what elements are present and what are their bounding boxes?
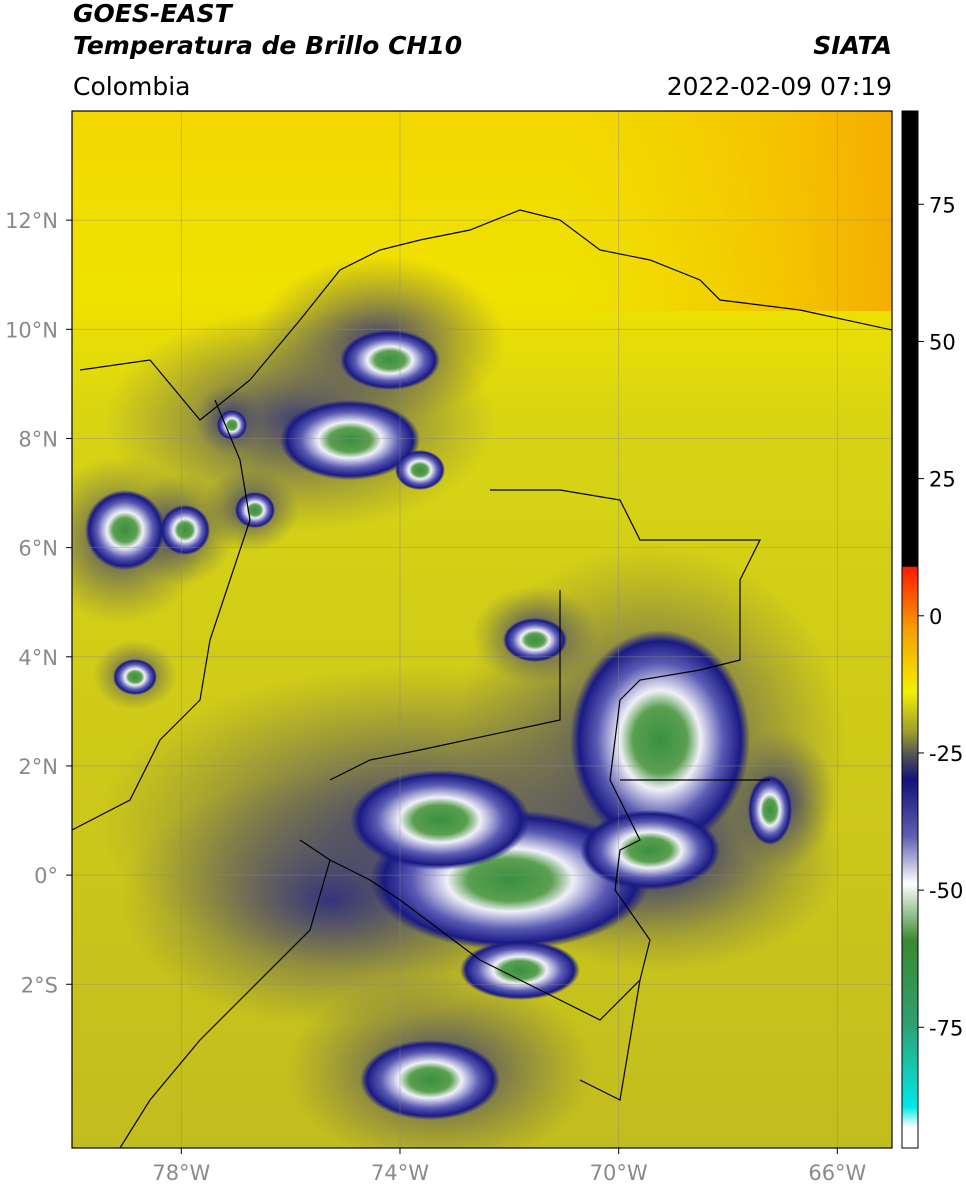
y-tick-label: 10°N: [5, 318, 58, 342]
x-tick-label: 74°W: [371, 1161, 429, 1185]
colorbar-tick-label: -25: [929, 742, 963, 766]
cloud-core: [395, 450, 445, 490]
x-tick-label: 66°W: [808, 1161, 866, 1185]
border-internal: [329, 590, 770, 1101]
border-colombia: [299, 489, 761, 1021]
y-tick-label: 2°S: [21, 973, 58, 997]
title: GOES-EAST: [73, 0, 234, 28]
timestamp: 2022-02-09 07:19: [667, 72, 892, 101]
source: SIATA: [813, 31, 892, 60]
coastline: [71, 399, 251, 831]
cloud-core: [340, 330, 440, 390]
coastline: [79, 209, 893, 421]
map-frame: [71, 110, 893, 1149]
cloud-core: [217, 410, 247, 440]
subtitle: Temperatura de Brillo CH10: [73, 31, 462, 60]
y-tick-label: 0°: [34, 864, 58, 888]
colorbar-tick-label: -75: [929, 1016, 963, 1040]
cloud-core: [580, 810, 720, 890]
cloud-core: [570, 630, 750, 850]
region: Colombia: [73, 72, 190, 101]
x-tick-label: 78°W: [152, 1161, 210, 1185]
colorbar-tick-label: 50: [929, 330, 956, 354]
cloud-core: [85, 490, 165, 570]
y-tick-label: 2°N: [18, 755, 58, 779]
colorbar-tick-label: 25: [929, 468, 956, 492]
cloud-core: [113, 659, 157, 695]
cloud-core: [748, 775, 792, 845]
y-tick-label: 8°N: [18, 427, 58, 451]
y-tick-label: 6°N: [18, 537, 58, 561]
colorbar-tick-label: 0: [929, 605, 942, 629]
colorbar-tick-label: 75: [929, 193, 956, 217]
cloud-core: [360, 1040, 500, 1120]
colorbar-ticks: 75 50 25 0 -25 -50 -75: [918, 193, 963, 1040]
cloud-core: [280, 400, 420, 480]
borders: [71, 209, 893, 1149]
cloud-core: [503, 618, 567, 662]
cloud-core: [350, 770, 530, 870]
map-warm-area: [72, 111, 892, 311]
cloud-core: [460, 940, 580, 1000]
y-tick-label: 12°N: [5, 209, 58, 233]
colorbar: [901, 110, 919, 1149]
y-tick-label: 4°N: [18, 646, 58, 670]
colorbar-tick-label: -50: [929, 879, 963, 903]
map-image: [72, 111, 892, 1148]
x-tick-label: 70°W: [590, 1161, 648, 1185]
cloud-core: [235, 492, 275, 528]
cloud-core: [160, 505, 210, 555]
border-peru: [119, 859, 331, 1149]
grid: [66, 111, 892, 1154]
